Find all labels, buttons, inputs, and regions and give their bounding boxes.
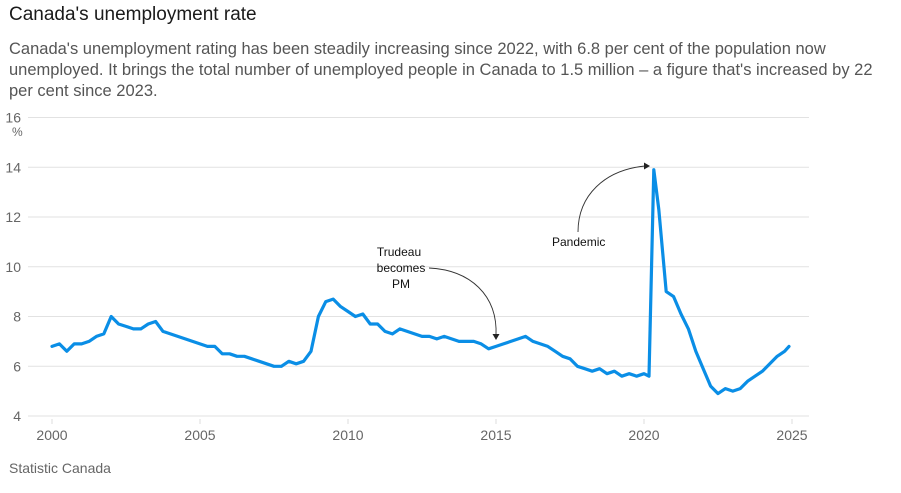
y-axis-ticks: 4 6 8 10 12 14 16 (5, 110, 21, 425)
annotation-trudeau-line1: Trudeau (377, 245, 421, 259)
annotation-trudeau-line3: PM (392, 277, 410, 291)
gridlines (28, 117, 809, 417)
arrowhead-pandemic (644, 162, 650, 170)
y-tick-label: 6 (13, 358, 21, 374)
chart-subtitle: Canada's unemployment rating has been st… (9, 40, 873, 100)
annotation-trudeau: Trudeau becomes PM (377, 245, 500, 340)
annotation-trudeau-line2: becomes (377, 261, 426, 275)
y-tick-label: 4 (13, 408, 21, 424)
y-tick-label: 14 (5, 159, 21, 175)
annotation-trudeau-arrow (428, 267, 497, 337)
y-tick-label: 12 (5, 209, 21, 225)
x-axis-ticks: 2000 2005 2010 2015 2020 2025 (36, 419, 808, 443)
x-tick-label: 2010 (332, 427, 363, 443)
chart-title: Canada's unemployment rate (9, 4, 257, 25)
y-tick-label: 8 (13, 309, 21, 325)
x-tick-label: 2020 (628, 427, 659, 443)
annotation-pandemic-label: Pandemic (552, 235, 605, 249)
x-tick-label: 2025 (776, 427, 807, 443)
y-tick-label: 16 (5, 110, 21, 126)
series-line-unemployment (50, 168, 791, 396)
y-unit-label: % (12, 125, 23, 139)
source-credit: Statistic Canada (9, 460, 111, 476)
annotation-pandemic: Pandemic (552, 162, 650, 249)
x-tick-label: 2015 (480, 427, 511, 443)
arrowhead-trudeau (492, 334, 500, 340)
y-tick-label: 10 (5, 259, 21, 275)
x-tick-label: 2000 (36, 427, 67, 443)
annotation-pandemic-arrow (577, 165, 646, 233)
x-tick-label: 2005 (184, 427, 215, 443)
